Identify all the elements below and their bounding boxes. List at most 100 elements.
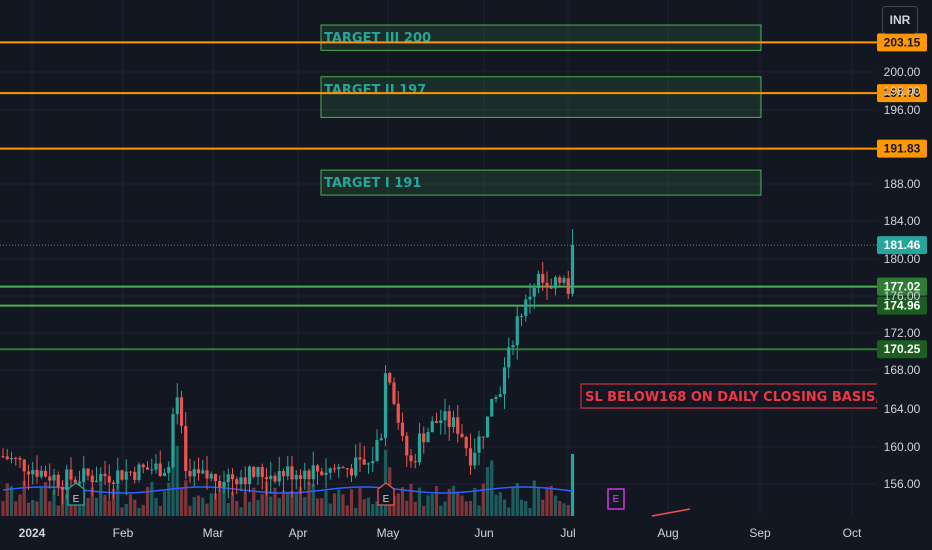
volume-bar bbox=[417, 487, 422, 516]
candle-body bbox=[9, 457, 14, 460]
candle-body bbox=[536, 273, 541, 288]
target-zone-3 bbox=[320, 169, 762, 196]
volume-bar bbox=[528, 507, 532, 516]
candle-body bbox=[562, 278, 566, 283]
candle-body bbox=[124, 471, 128, 480]
candle-body bbox=[298, 475, 303, 480]
time-tick-label: May bbox=[377, 526, 400, 540]
volume-bar bbox=[409, 483, 413, 516]
candle-body bbox=[481, 436, 485, 438]
volume-bar bbox=[14, 501, 18, 516]
price-tick-label: 164.00 bbox=[884, 402, 921, 416]
candle-body bbox=[286, 466, 290, 477]
candle-body bbox=[392, 382, 396, 404]
price-tick-label: 184.00 bbox=[884, 214, 921, 228]
volume-bar bbox=[154, 497, 158, 516]
candle-body bbox=[188, 471, 192, 477]
volume-bar bbox=[494, 494, 498, 516]
target-zone-2 bbox=[320, 76, 762, 118]
volume-bar bbox=[519, 499, 524, 516]
candlesticks bbox=[1, 228, 575, 504]
target-zone-label: TARGET III 200 bbox=[324, 31, 431, 46]
candle-body bbox=[145, 467, 150, 470]
earnings-marker-shape bbox=[607, 488, 625, 510]
price-tick-label: 188.00 bbox=[884, 177, 921, 191]
level-tag bbox=[877, 277, 927, 296]
candle-body bbox=[171, 414, 175, 467]
candle-body bbox=[137, 464, 141, 480]
candle-body bbox=[239, 477, 243, 485]
level-tag-label: 181.46 bbox=[884, 238, 921, 252]
level-tag-label: 177.02 bbox=[884, 280, 921, 294]
candle-body bbox=[252, 466, 256, 477]
volume-bar bbox=[277, 498, 281, 516]
price-tick-label: 168.00 bbox=[884, 363, 921, 377]
candle-body bbox=[196, 469, 201, 474]
candle-body bbox=[422, 433, 426, 443]
volume-bar bbox=[56, 505, 60, 516]
volume-bar bbox=[558, 500, 562, 516]
volume-bars bbox=[1, 439, 575, 516]
candle-body bbox=[86, 468, 90, 476]
candle-body bbox=[158, 463, 162, 476]
volume-bar bbox=[536, 488, 541, 516]
candle-body bbox=[116, 470, 120, 484]
sl-annotation: SL BELOW168 ON DAILY CLOSING BASIS, ENT bbox=[580, 383, 877, 409]
volume-bar bbox=[209, 493, 213, 516]
volume-bar bbox=[532, 480, 536, 516]
candle-body bbox=[490, 398, 494, 417]
volume-bar bbox=[167, 482, 171, 516]
candle-body bbox=[273, 475, 277, 482]
volume-bar bbox=[332, 493, 337, 516]
volume-bar bbox=[426, 495, 430, 516]
candle-body bbox=[209, 473, 213, 479]
price-tick-label: 160.00 bbox=[884, 440, 921, 454]
candle-body bbox=[179, 397, 184, 426]
volume-bar bbox=[69, 495, 73, 516]
candle-body bbox=[213, 473, 218, 482]
volume-bar bbox=[26, 502, 31, 516]
time-axis: 2024 Feb Mar Apr May Jun Jul Aug Sep Oct bbox=[19, 526, 862, 540]
volume-bar bbox=[549, 485, 553, 516]
candle-body bbox=[243, 477, 247, 485]
candle-body bbox=[439, 420, 443, 424]
time-tick-label: Jul bbox=[560, 526, 575, 540]
time-tick-label: Apr bbox=[289, 526, 308, 540]
candle-body bbox=[60, 486, 65, 491]
candle-body bbox=[379, 438, 383, 441]
earnings-marker-label: E bbox=[613, 494, 620, 505]
candle-body bbox=[162, 472, 167, 476]
candle-body bbox=[303, 470, 307, 480]
level-tag-label: 191.83 bbox=[884, 142, 921, 156]
candle-body bbox=[328, 468, 332, 473]
volume-bar bbox=[307, 482, 311, 516]
candle-body bbox=[473, 452, 477, 466]
volume-bar bbox=[290, 490, 294, 516]
volume-bar bbox=[562, 503, 566, 516]
candle-body bbox=[1, 456, 5, 458]
volume-bar bbox=[349, 489, 354, 516]
volume-bar bbox=[443, 501, 447, 516]
candle-body bbox=[456, 417, 460, 434]
volume-bar bbox=[341, 494, 345, 516]
volume-bar bbox=[222, 482, 226, 516]
volume-bar bbox=[464, 501, 468, 516]
candle-body bbox=[545, 282, 549, 288]
volume-bar bbox=[192, 497, 196, 516]
time-tick-label: 2024 bbox=[19, 526, 46, 540]
candle-body bbox=[409, 455, 413, 462]
candle-body bbox=[417, 433, 422, 463]
volume-bar bbox=[358, 486, 362, 516]
volume-bar bbox=[201, 497, 205, 516]
volume-bar bbox=[120, 507, 124, 516]
candle-body bbox=[541, 273, 545, 283]
currency-button[interactable]: INR bbox=[882, 6, 918, 34]
volume-bar bbox=[252, 487, 256, 516]
candle-body bbox=[375, 440, 379, 462]
chart-grid bbox=[0, 0, 877, 516]
candle-body bbox=[264, 477, 269, 480]
volume-bar bbox=[379, 500, 383, 516]
volume-bar bbox=[128, 494, 133, 516]
volume-bar bbox=[218, 489, 222, 516]
